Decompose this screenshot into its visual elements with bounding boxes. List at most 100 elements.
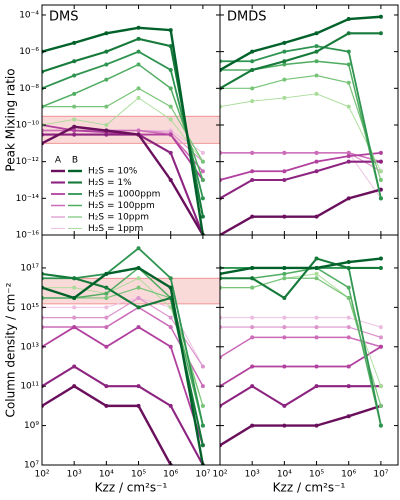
point — [72, 124, 77, 129]
point — [136, 276, 141, 281]
point — [136, 384, 141, 389]
point — [136, 325, 141, 330]
point — [282, 315, 287, 320]
point — [250, 49, 255, 54]
point — [250, 59, 255, 64]
series-line — [220, 384, 381, 408]
legend-label: H₂S = 1ppm — [88, 224, 143, 234]
point — [136, 285, 141, 290]
point — [72, 285, 77, 290]
panel — [42, 246, 220, 465]
point — [168, 177, 173, 182]
point — [104, 285, 109, 290]
point — [136, 25, 141, 30]
point — [200, 150, 205, 155]
point — [250, 364, 255, 369]
point — [200, 364, 205, 369]
point — [314, 73, 319, 78]
point — [72, 73, 77, 78]
point — [72, 325, 77, 330]
point — [346, 31, 351, 36]
point — [168, 276, 173, 281]
x-tick-label: 10³ — [67, 470, 82, 480]
point — [346, 62, 351, 67]
series-line — [220, 15, 381, 72]
point — [200, 169, 205, 174]
point — [104, 305, 109, 310]
point — [250, 150, 255, 155]
series-line — [220, 257, 381, 300]
point — [282, 177, 287, 182]
series-line — [220, 404, 382, 447]
point — [250, 285, 255, 290]
point — [346, 80, 351, 85]
point — [136, 62, 141, 67]
series-line — [220, 93, 382, 172]
panel-frame — [219, 234, 399, 466]
point — [250, 276, 255, 281]
panel-frame — [219, 4, 399, 236]
x-tick-label: 10⁵ — [131, 470, 146, 480]
point — [250, 214, 255, 219]
point — [72, 128, 77, 133]
series-line — [220, 74, 382, 181]
point — [104, 344, 109, 349]
point — [346, 295, 351, 300]
panel-title: DMDS — [227, 10, 267, 25]
point — [250, 335, 255, 340]
point — [282, 40, 287, 45]
point — [136, 403, 141, 408]
y-tick-label: 10⁻⁴ — [19, 10, 39, 20]
point — [314, 91, 319, 96]
point — [104, 122, 109, 127]
point — [346, 17, 351, 22]
point — [168, 344, 173, 349]
point — [282, 423, 287, 428]
x-tick-label: 10⁴ — [277, 470, 292, 480]
point — [378, 335, 383, 340]
point — [168, 104, 173, 109]
point — [378, 14, 383, 19]
point — [200, 159, 205, 164]
series-line — [220, 346, 382, 387]
x-tick-label: 10⁷ — [373, 470, 388, 480]
legend-header: A — [55, 156, 62, 166]
series-line — [42, 87, 204, 162]
x-tick-label: 10² — [34, 470, 49, 480]
series-line — [42, 326, 204, 446]
point — [104, 62, 109, 67]
point — [72, 40, 77, 45]
point — [136, 295, 141, 300]
series-line — [220, 326, 382, 338]
point — [250, 265, 255, 270]
point — [136, 49, 141, 54]
point — [346, 325, 351, 330]
point — [346, 260, 351, 265]
point — [72, 104, 77, 109]
point — [378, 159, 383, 164]
point — [346, 150, 351, 155]
point — [72, 295, 77, 300]
y-tick-label: 10⁻⁶ — [19, 47, 39, 57]
point — [346, 335, 351, 340]
series-line — [42, 37, 204, 217]
point — [200, 443, 205, 448]
point — [314, 49, 319, 54]
series-line — [220, 152, 381, 181]
series-line — [42, 125, 204, 235]
point — [250, 99, 255, 104]
point — [314, 384, 319, 389]
point — [104, 295, 109, 300]
point — [72, 117, 77, 122]
point — [378, 325, 383, 330]
point — [314, 335, 319, 340]
point — [282, 95, 287, 100]
panel — [220, 14, 383, 235]
point — [104, 104, 109, 109]
series-line — [42, 133, 204, 235]
point — [200, 214, 205, 219]
y-tick-label: 10⁹ — [24, 421, 39, 431]
point — [168, 44, 173, 49]
point — [250, 67, 255, 72]
point — [250, 423, 255, 428]
